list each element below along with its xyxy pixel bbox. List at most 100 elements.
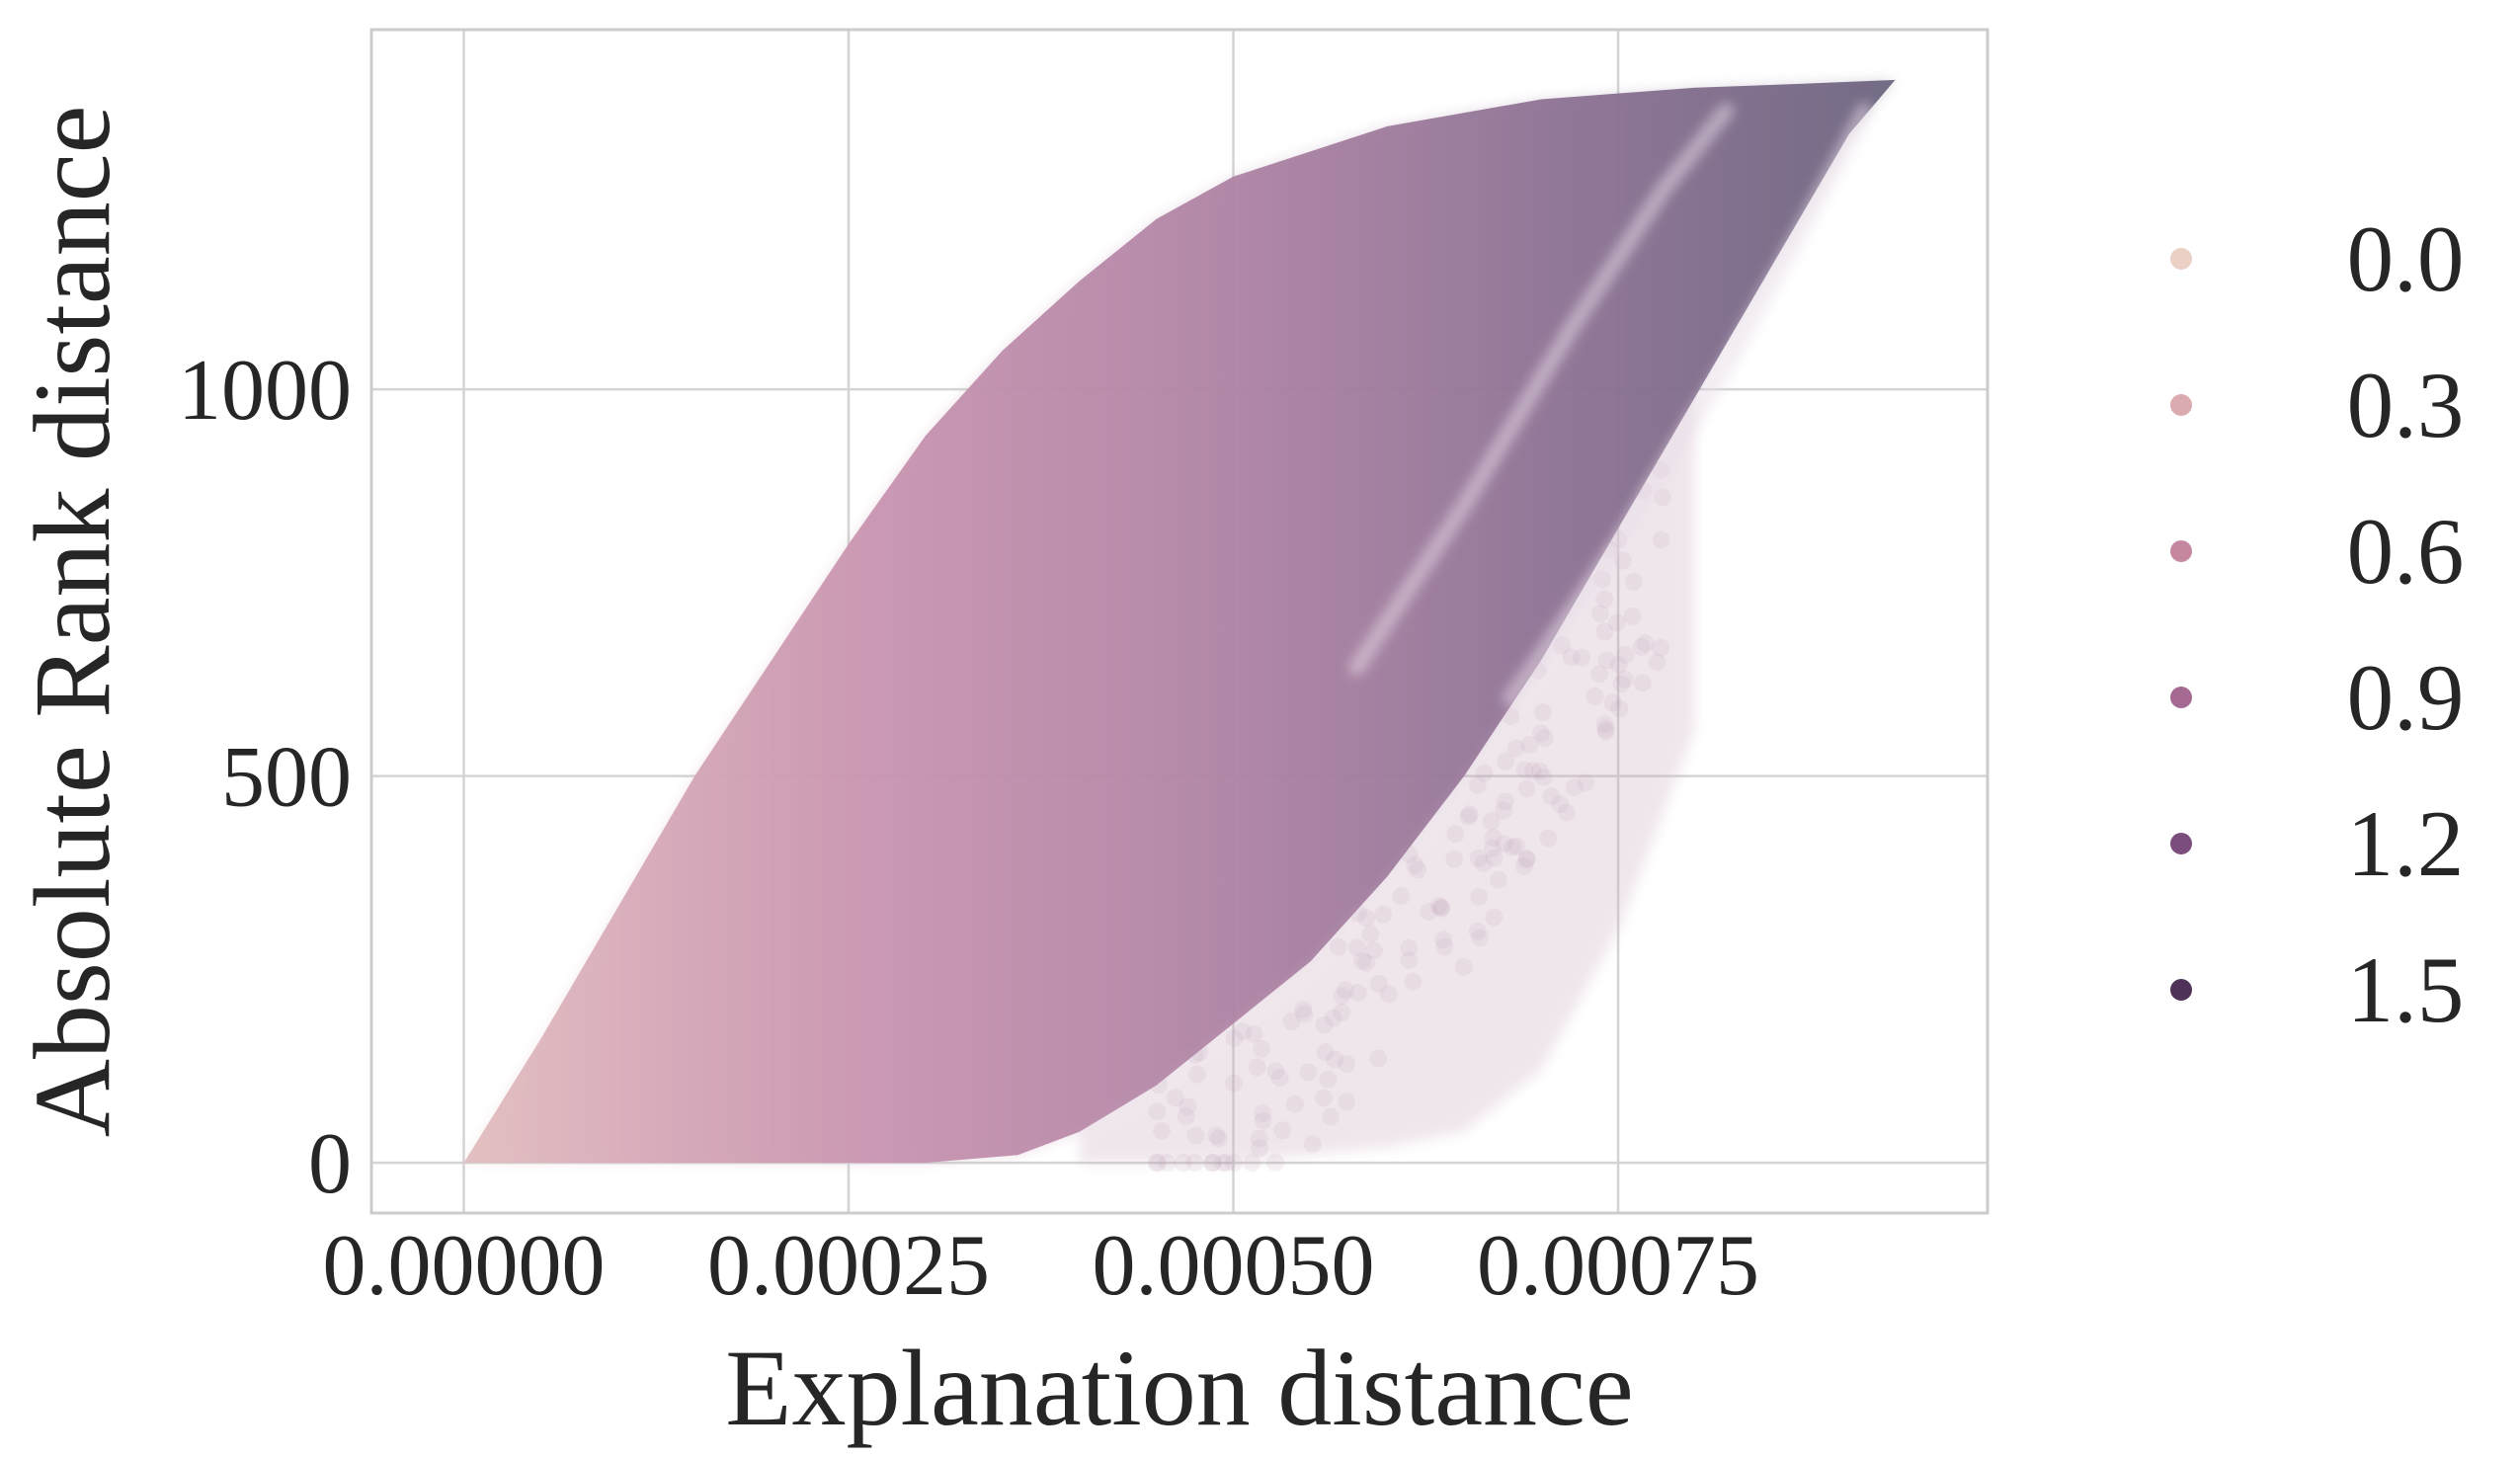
legend-label: 0.6 <box>2347 499 2465 604</box>
scatter-point <box>1348 904 1367 923</box>
scatter-point <box>1294 1001 1313 1019</box>
scatter-point <box>1596 719 1615 738</box>
scatter-point <box>1468 775 1487 794</box>
scatter-point <box>1190 1043 1209 1062</box>
scatter-point <box>1595 590 1614 608</box>
scatter-point <box>1369 1049 1388 1068</box>
scatter-point <box>1495 835 1513 853</box>
scatter-point <box>1174 1154 1192 1173</box>
scatter-point <box>1245 1024 1263 1043</box>
scatter-point <box>1551 795 1570 814</box>
scatter-point <box>1353 951 1372 970</box>
streak-band <box>1348 103 1735 676</box>
scatter-point <box>1490 870 1508 889</box>
scatter-point <box>1597 651 1616 670</box>
scatter-point <box>1404 972 1423 991</box>
scatter-point <box>1333 1003 1351 1021</box>
scatter-point <box>1333 987 1351 1006</box>
scatter-point <box>1295 1005 1314 1023</box>
legend-entry: 0.6 <box>2170 499 2464 604</box>
scatter-point <box>1482 812 1501 831</box>
legend-label: 1.2 <box>2347 791 2465 896</box>
scatter-point <box>1483 839 1502 857</box>
scatter-point <box>1471 929 1490 947</box>
scatter-point <box>1497 752 1515 771</box>
scatter-point <box>1250 1129 1268 1148</box>
scatter-point <box>1485 908 1504 927</box>
legend-label: 0.9 <box>2347 645 2465 750</box>
scatter-point <box>1484 828 1503 847</box>
scatter-point <box>1590 665 1609 684</box>
scatter-point <box>1573 648 1591 667</box>
scatter-point <box>1624 573 1643 592</box>
scatter-point <box>1338 1055 1356 1074</box>
scatter-point <box>1337 981 1355 1000</box>
tick-labels: 0.00000 0.00025 0.00050 0.00075 0 500 1000 <box>178 343 1759 1314</box>
scatter-point <box>1495 801 1513 820</box>
scatter-point <box>1337 1093 1355 1111</box>
scatter-point <box>1616 645 1635 664</box>
scatter-point <box>1485 849 1504 867</box>
scatter-point <box>1534 768 1553 786</box>
scatter-point <box>1517 849 1536 867</box>
scatter-point <box>1248 1058 1266 1077</box>
scatter-point <box>1562 648 1581 667</box>
scatter-point <box>1420 902 1438 921</box>
scatter-point <box>1254 1111 1272 1130</box>
legend-marker <box>2170 979 2192 1001</box>
scatter-point <box>1609 655 1628 674</box>
scatter-point <box>1316 1042 1335 1061</box>
scatter-point <box>1652 638 1670 657</box>
legend-label: 0.0 <box>2347 206 2465 311</box>
legend-marker <box>2170 687 2192 708</box>
scatter-point <box>1432 898 1451 917</box>
scatter-point <box>1636 634 1655 653</box>
scatter-point <box>1409 860 1427 879</box>
scatter-point <box>1429 897 1448 916</box>
legend-entry: 1.5 <box>2170 937 2464 1042</box>
legend-entry: 0.9 <box>2170 645 2464 750</box>
scatter-point <box>1517 779 1536 798</box>
scatter-point <box>1225 1154 1244 1173</box>
scatter-point <box>1299 1063 1318 1082</box>
scatter-point <box>1209 1129 1228 1148</box>
scatter-point <box>1612 675 1631 693</box>
scatter-point <box>1213 1154 1232 1173</box>
legend-marker <box>2170 394 2192 416</box>
scatter-point <box>1254 1104 1272 1123</box>
scatter-point <box>1400 951 1419 970</box>
scatter-point <box>1357 953 1376 972</box>
plot-border <box>369 28 1990 1215</box>
scatter-point <box>1379 985 1398 1004</box>
scatter-point <box>1474 853 1493 872</box>
scatter-point <box>1148 1102 1167 1121</box>
scatter-point <box>1539 829 1558 848</box>
scatter-point <box>1406 855 1424 874</box>
scatter-point <box>1434 931 1453 949</box>
y-tick-label: 1000 <box>178 343 352 439</box>
scatter-point <box>1361 925 1380 943</box>
scatter-point <box>1520 735 1539 754</box>
legend-marker <box>2170 540 2192 562</box>
scatter-point <box>1435 937 1454 956</box>
scatter-point <box>1454 957 1473 976</box>
scatter-point <box>1266 1154 1285 1173</box>
scatter-point <box>1324 1009 1342 1027</box>
legend-label: 0.3 <box>2347 353 2465 457</box>
x-tick-label: 0.00025 <box>707 1218 990 1314</box>
scatter-point <box>1514 857 1533 876</box>
scatter-point <box>1585 687 1604 705</box>
scatter-point <box>1186 1126 1205 1145</box>
scatter-point <box>1329 937 1347 956</box>
scatter-point <box>1475 764 1494 782</box>
scatter-point <box>1468 922 1487 940</box>
scatter-point <box>1633 674 1652 692</box>
scatter-point <box>1369 974 1388 993</box>
scatter-point <box>1595 715 1614 734</box>
scatter-point <box>1177 1107 1195 1126</box>
plot-frame <box>369 28 1990 1215</box>
legend-entry: 0.0 <box>2170 206 2464 311</box>
x-tick-label: 0.00000 <box>322 1218 605 1314</box>
y-axis-label: Absolute Rank distance <box>12 106 132 1138</box>
scatter-point <box>1185 1154 1204 1173</box>
